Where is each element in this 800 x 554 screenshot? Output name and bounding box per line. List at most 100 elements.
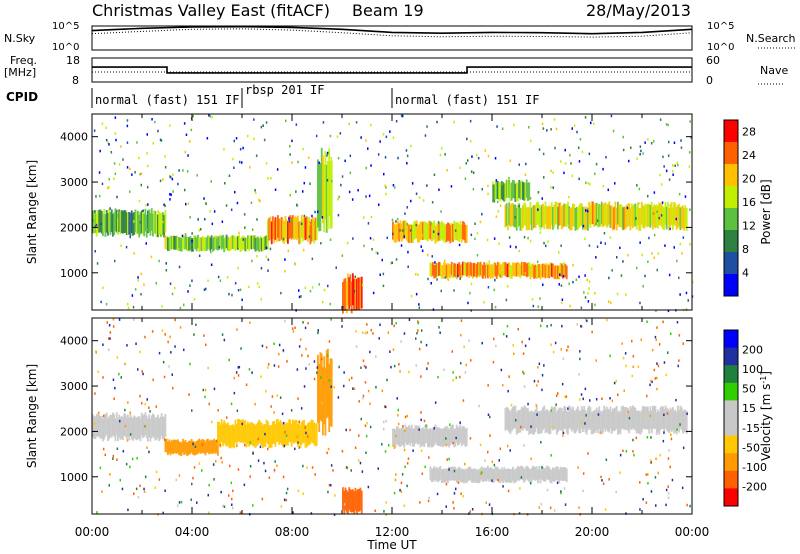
power-colorbar-tick: 20 — [742, 173, 756, 186]
y-tick-label: 4000 — [60, 335, 88, 348]
echo-band-2 — [164, 438, 219, 456]
power-colorbar-swatch — [724, 186, 738, 209]
scatter-echoes — [93, 318, 691, 516]
plot-title: Christmas Valley East (fitACF) — [92, 1, 330, 20]
power-colorbar-swatch — [724, 208, 738, 231]
echo-band-8 — [504, 405, 688, 435]
echo-band-8 — [504, 201, 688, 231]
velocity-panel: 1000 2000 3000 4000 Slant Range [km] 200 100… — [25, 317, 774, 516]
power-colorbar-swatch — [724, 142, 738, 165]
velocity-colorbar-swatch — [724, 488, 738, 507]
sky-label: N.Sky — [4, 32, 36, 45]
velocity-colorbar-label: Velocity [m s-1] — [759, 371, 774, 461]
echo-band-1 — [92, 208, 167, 238]
power-colorbar-swatch — [724, 120, 738, 143]
y-tick-label: 2000 — [60, 425, 88, 438]
y-tick-label: 1000 — [60, 267, 88, 280]
x-tick-label: 16:00 — [475, 525, 510, 539]
velocity-colorbar-tick: -100 — [742, 461, 767, 474]
velocity-ylabel: Slant Range [km] — [25, 364, 39, 468]
sky-tick-low: 10^0 — [52, 42, 79, 53]
velocity-colorbar-swatch — [724, 347, 738, 366]
date-label: 28/May/2013 — [586, 1, 691, 20]
velocity-colorbar-tick: -200 — [742, 480, 767, 493]
velocity-colorbar-swatch — [724, 330, 738, 349]
sky-search-panel: N.Sky 10^5 10^0 10^5 10^0 N.Search — [4, 21, 796, 53]
search-label: N.Search — [746, 32, 796, 45]
echo-band-4 — [317, 348, 333, 436]
sky-search-lines — [91, 25, 693, 38]
nave-tick-high: 60 — [706, 54, 720, 67]
echo-band-3 — [217, 419, 318, 449]
search-tick-low: 10^0 — [707, 42, 734, 53]
velocity-colorbar-tick: 15 — [742, 402, 756, 415]
velocity-colorbar-swatch — [724, 435, 738, 454]
power-axes: 1000 2000 3000 4000 — [60, 114, 693, 310]
power-colorbar-tick: 28 — [742, 126, 756, 139]
power-panel: 1000 2000 3000 4000 Slant Range [km] 4 8 12 16… — [25, 113, 773, 314]
x-tick-label: 08:00 — [275, 525, 310, 539]
velocity-heatmap — [92, 318, 691, 516]
x-tick-label: 04:00 — [175, 525, 210, 539]
scatter-echoes — [92, 114, 694, 313]
x-tick-label: 00:00 — [75, 525, 110, 539]
velocity-colorbar-tick: -15 — [742, 422, 760, 435]
velocity-colorbar-label-text: Velocity [m s — [759, 384, 773, 461]
y-tick-label: 1000 — [60, 471, 88, 484]
series-freq — [92, 66, 692, 74]
cpid-label: CPID — [6, 90, 38, 104]
echo-band-3 — [267, 215, 318, 245]
power-colorbar-tick: 8 — [742, 243, 749, 256]
velocity-colorbar-tick: 100 — [742, 363, 763, 376]
power-colorbar-tick: 24 — [742, 149, 756, 162]
power-colorbar-swatch — [724, 252, 738, 275]
freq-nave-panel: Freq. [MHz] 18 8 60 0 Nave — [4, 54, 788, 87]
y-tick-label: 3000 — [60, 176, 88, 189]
echo-band-7 — [429, 465, 568, 484]
power-colorbar-swatch — [724, 164, 738, 187]
velocity-colorbar-tick: 50 — [742, 383, 756, 396]
freq-unit-label: [MHz] — [4, 66, 36, 79]
x-tick-labels: 00:00 04:00 08:00 12:00 16:00 20:00 00:00 — [75, 525, 710, 539]
nave-label: Nave — [760, 64, 788, 77]
x-tick-label: 12:00 — [375, 525, 410, 539]
y-tick-label: 4000 — [60, 131, 88, 144]
power-colorbar-label: Power [dB] — [759, 179, 773, 244]
cpid-segment-3: normal (fast) 151 IF — [395, 93, 540, 107]
velocity-colorbar-tick: -50 — [742, 441, 760, 454]
echo-band-4 — [317, 147, 333, 233]
velocity-colorbar-swatch — [724, 470, 738, 489]
x-tick-label: 00:00 — [675, 525, 710, 539]
x-axis-label: Time UT — [366, 538, 417, 552]
power-colorbar-tick: 4 — [742, 267, 749, 280]
power-colorbar-swatch — [724, 274, 738, 297]
echo-band-9 — [492, 179, 531, 203]
power-colorbar-swatch — [724, 230, 738, 253]
velocity-colorbar-swatch — [724, 382, 738, 401]
y-tick-label: 3000 — [60, 380, 88, 393]
echo-band-6 — [392, 424, 468, 448]
power-colorbar-tick: 16 — [742, 196, 756, 209]
freq-label: Freq. — [10, 54, 37, 67]
series-n-search — [91, 28, 693, 38]
nave-tick-low: 0 — [706, 74, 713, 87]
velocity-colorbar: 200 100 50 15 -15 -50 -100 -200 — [723, 329, 767, 507]
cpid-segment-1: normal (fast) 151 IF — [95, 93, 240, 107]
velocity-colorbar-swatch — [724, 400, 738, 419]
freq-tick-high: 18 — [66, 54, 80, 67]
freq-nave-lines — [92, 66, 692, 74]
velocity-axes: 1000 2000 3000 4000 — [60, 318, 693, 514]
echo-band-2 — [164, 234, 269, 252]
search-tick-high: 10^5 — [707, 21, 734, 32]
power-colorbar: 4 8 12 16 20 24 28 — [723, 119, 756, 297]
sky-tick-high: 10^5 — [52, 21, 79, 32]
velocity-colorbar-swatch — [724, 453, 738, 472]
velocity-colorbar-tick: 200 — [742, 344, 763, 357]
echo-band-6 — [392, 220, 468, 244]
series-n-sky — [91, 25, 693, 35]
x-tick-label: 20:00 — [575, 525, 610, 539]
velocity-colorbar-swatch — [724, 365, 738, 384]
power-colorbar-tick: 12 — [742, 220, 756, 233]
freq-tick-low: 8 — [72, 74, 79, 87]
